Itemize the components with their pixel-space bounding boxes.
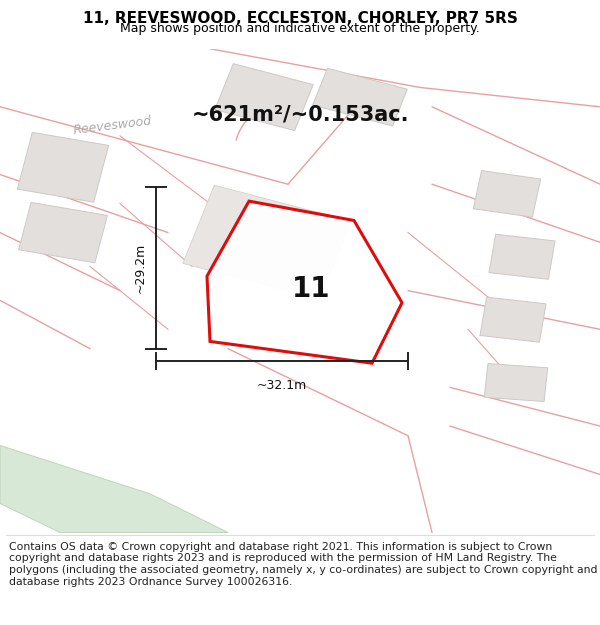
Bar	[215, 64, 313, 131]
Text: Contains OS data © Crown copyright and database right 2021. This information is : Contains OS data © Crown copyright and d…	[9, 542, 598, 586]
Bar	[480, 297, 546, 342]
Text: Reeveswood: Reeveswood	[72, 115, 152, 138]
Text: 11: 11	[292, 275, 330, 303]
Polygon shape	[0, 446, 228, 532]
Text: 11, REEVESWOOD, ECCLESTON, CHORLEY, PR7 5RS: 11, REEVESWOOD, ECCLESTON, CHORLEY, PR7 …	[83, 11, 517, 26]
Text: ~32.1m: ~32.1m	[257, 379, 307, 392]
Bar	[473, 171, 541, 217]
Polygon shape	[207, 201, 402, 363]
Text: ~621m²/~0.153ac.: ~621m²/~0.153ac.	[191, 104, 409, 124]
Bar	[183, 185, 351, 299]
Text: Map shows position and indicative extent of the property.: Map shows position and indicative extent…	[120, 22, 480, 35]
Bar	[313, 68, 407, 126]
Bar	[17, 132, 109, 202]
Bar	[489, 234, 555, 279]
Bar	[19, 202, 107, 262]
Bar	[484, 364, 548, 401]
Text: ~29.2m: ~29.2m	[134, 242, 147, 292]
